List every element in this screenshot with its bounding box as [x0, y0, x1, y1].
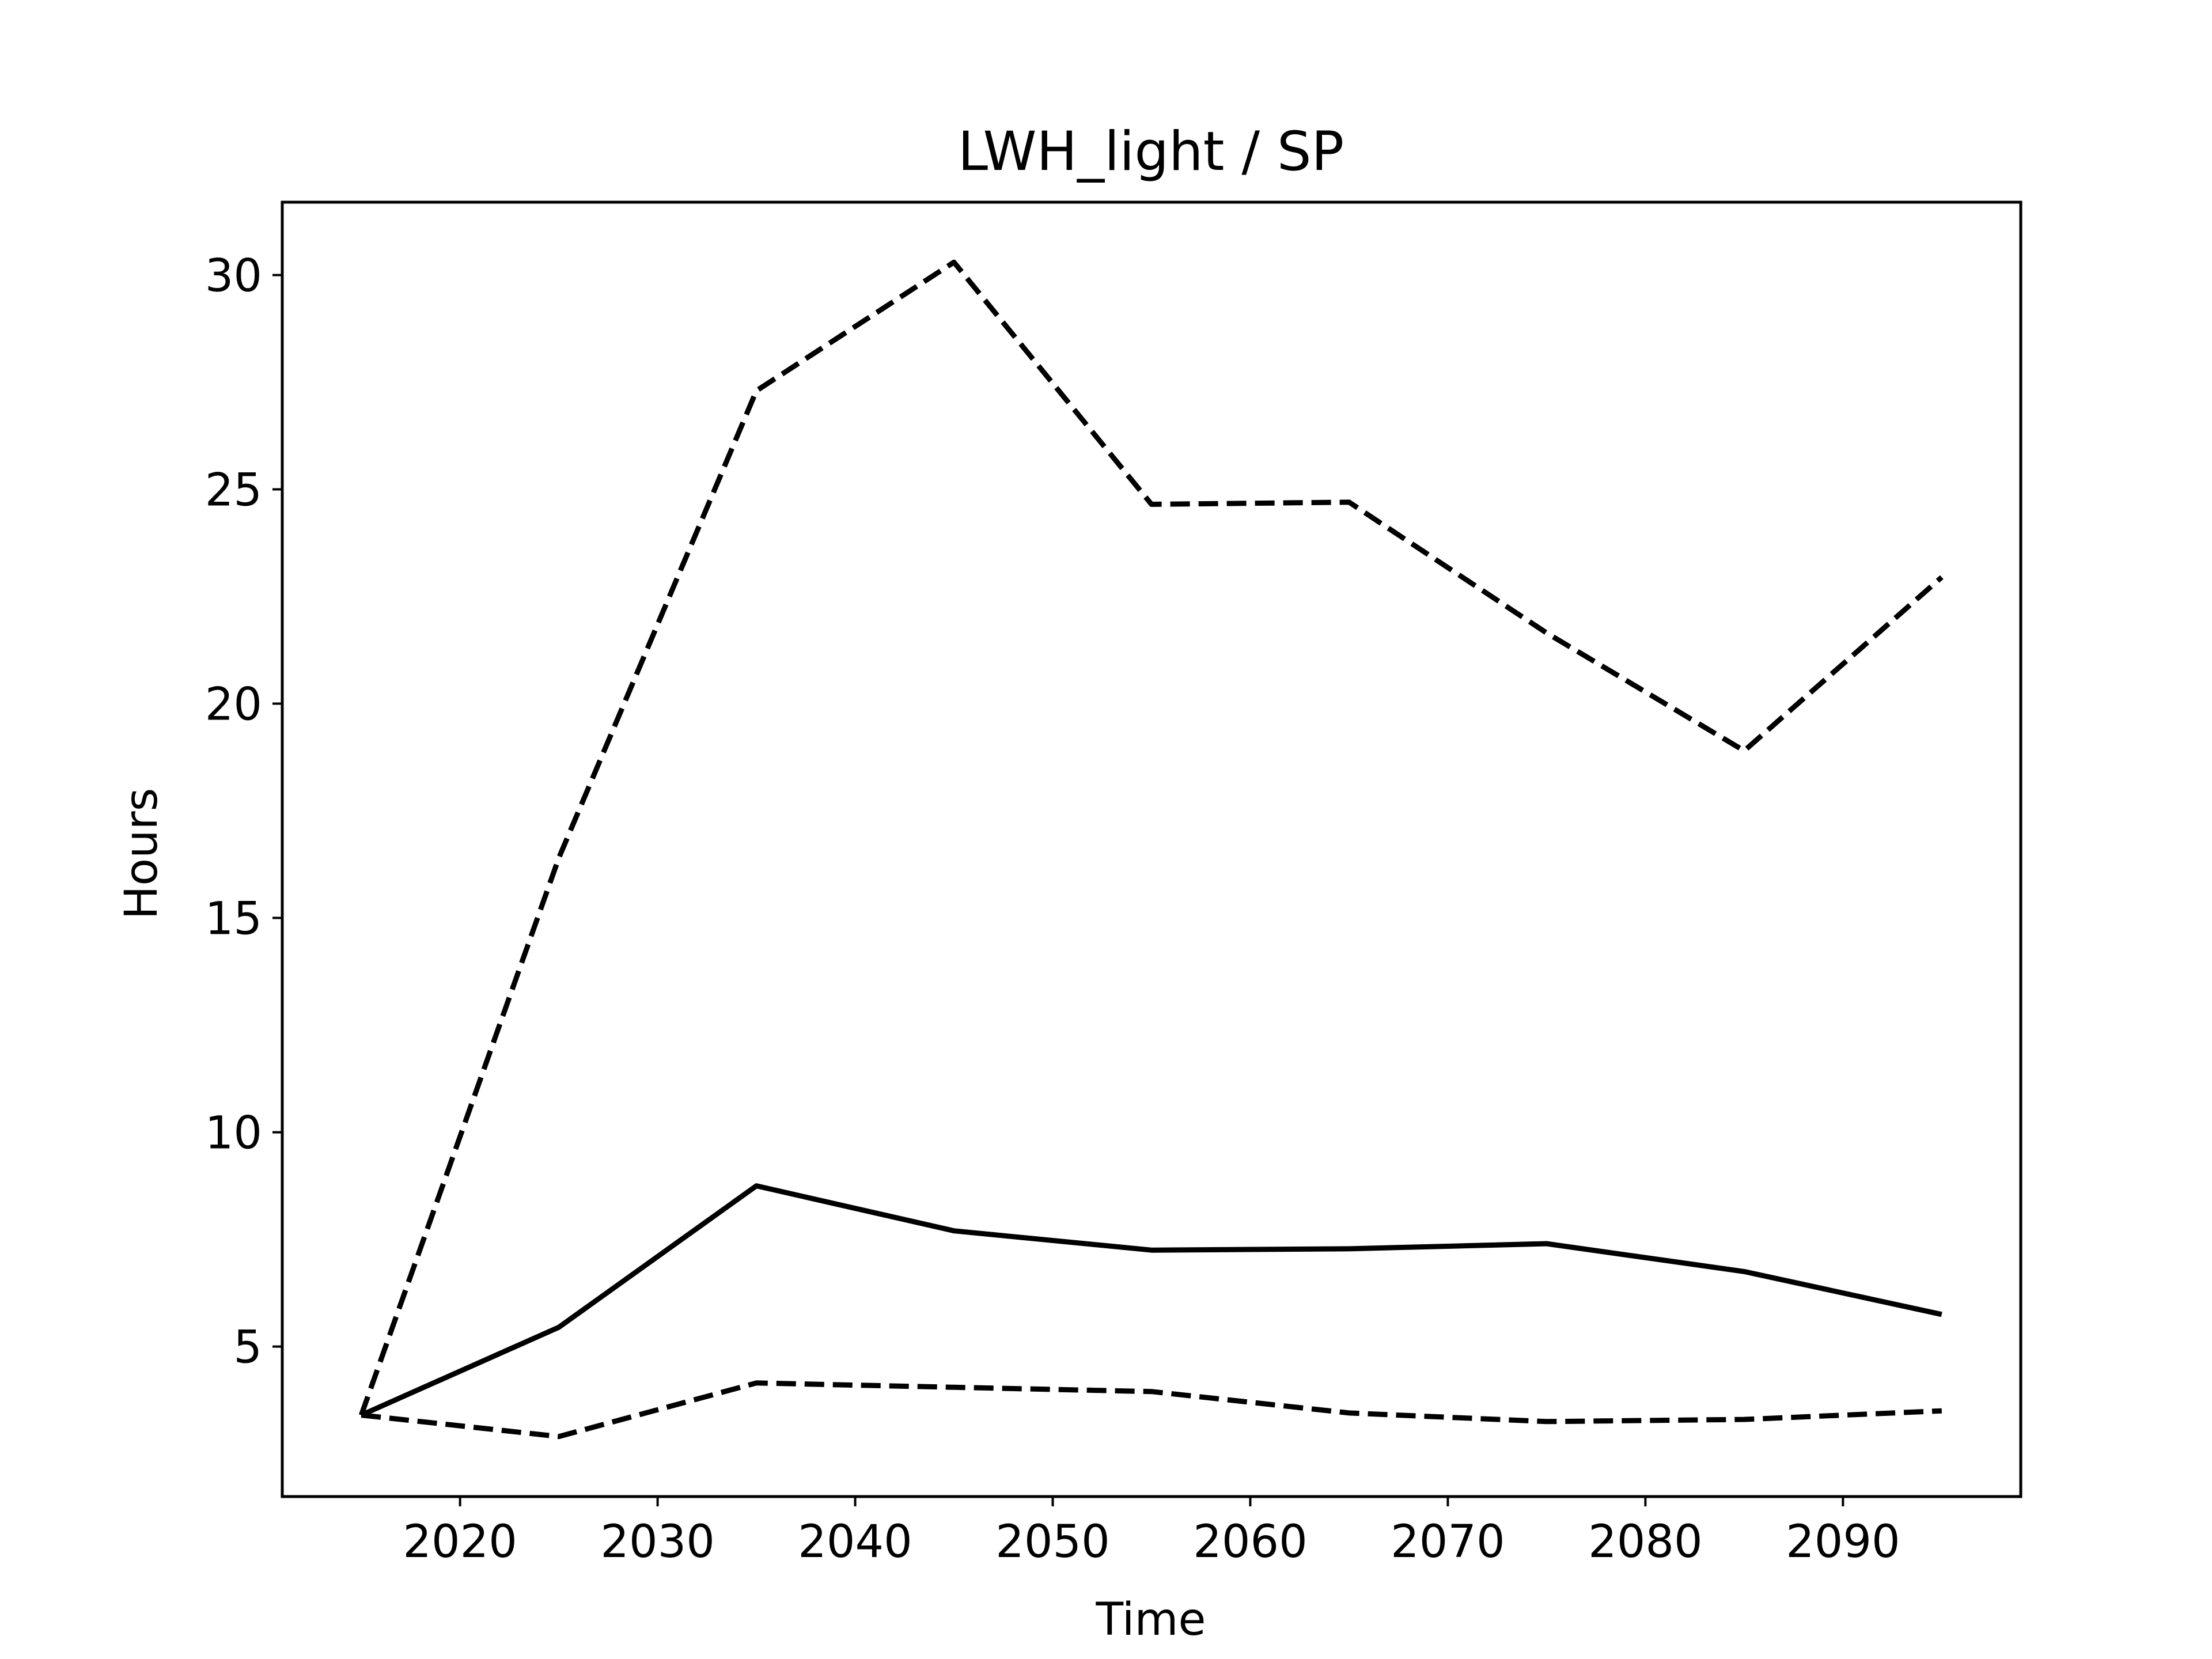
y-tick-label: 20: [205, 679, 262, 731]
series-line-2: [358, 259, 1944, 1416]
y-tick-label: 5: [233, 1322, 262, 1374]
y-tick-label: 30: [205, 250, 262, 302]
y-tick-label: 25: [205, 465, 262, 517]
y-axis-label: Hours: [116, 788, 168, 920]
y-axis-ticks: 5 10 15 20 25 30: [205, 250, 282, 1374]
x-tick-label: 2050: [995, 1516, 1110, 1568]
x-axis-ticks: 2020 2030 2040 2050 2060 2070 2080 2090: [403, 1497, 1900, 1568]
y-tick-label: 10: [205, 1108, 262, 1160]
x-tick-label: 2020: [403, 1516, 517, 1568]
plot-frame: [281, 200, 2022, 1498]
x-axis-label: Time: [1096, 1594, 1206, 1646]
x-tick-label: 2090: [1786, 1516, 1900, 1568]
series-line-1: [360, 1183, 1942, 1418]
chart-title: LWH_light / SP: [958, 120, 1344, 183]
x-tick-label: 2040: [798, 1516, 912, 1568]
y-tick-label: 15: [205, 893, 262, 945]
x-tick-label: 2060: [1193, 1516, 1308, 1568]
plot-lines: [358, 259, 1944, 1440]
x-tick-label: 2080: [1588, 1516, 1703, 1568]
x-tick-label: 2030: [600, 1516, 715, 1568]
series-line-3: [361, 1380, 1942, 1440]
x-tick-label: 2070: [1391, 1516, 1505, 1568]
